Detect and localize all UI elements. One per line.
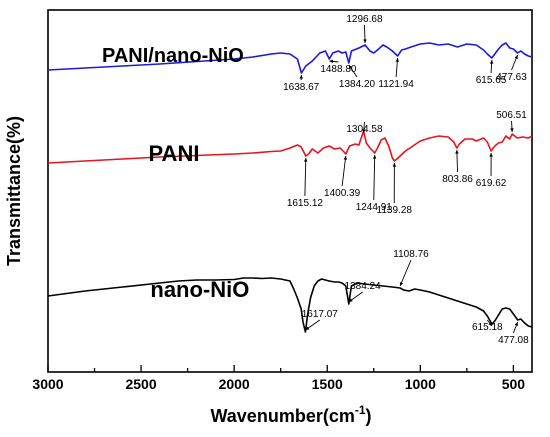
x-tick-label: 2500 <box>125 376 156 392</box>
annotation-arrowhead <box>299 75 303 79</box>
peak-label: 1617.07 <box>302 309 339 320</box>
x-tick-label: 500 <box>502 376 526 392</box>
x-tick-label: 1500 <box>312 376 343 392</box>
annotation-arrowhead <box>329 59 334 64</box>
peak-label: 1121.94 <box>378 79 414 90</box>
annotation-arrowhead <box>455 150 459 154</box>
annotation-arrowhead <box>510 128 514 132</box>
annotation-arrowhead <box>348 65 353 69</box>
peak-label: 619.62 <box>476 178 507 189</box>
annotation-arrowhead <box>399 282 404 286</box>
spectrum-line-pani <box>47 130 533 164</box>
series-label: PANI/nano-NiO <box>102 45 244 67</box>
series-label: nano-NiO <box>150 277 249 302</box>
annotation-arrowhead <box>363 39 367 43</box>
annotation-arrowhead <box>392 163 397 167</box>
peak-label: 1638.67 <box>283 82 320 93</box>
annotation-arrowhead <box>348 298 353 302</box>
peak-label: 1400.39 <box>324 188 361 199</box>
annotation-arrowhead <box>362 129 366 133</box>
peak-label: 1139.28 <box>377 205 413 216</box>
x-tick-label: 2000 <box>219 376 250 392</box>
peak-label: 1296.68 <box>346 14 383 25</box>
peak-label: 803.86 <box>442 174 473 185</box>
annotation-arrowhead <box>305 326 310 330</box>
peak-label: 615.65 <box>476 75 507 86</box>
peak-label: 1384.24 <box>345 281 382 292</box>
x-tick-label: 1000 <box>405 376 436 392</box>
spectrum-line-nano-nio <box>47 277 533 333</box>
plot-frame <box>47 9 533 373</box>
annotation-arrowhead <box>514 322 518 326</box>
annotation-arrow <box>304 157 307 197</box>
annotation-arrowhead <box>343 156 348 160</box>
x-axis-label: Wavenumber(cm-1) <box>210 403 371 426</box>
series-label: PANI <box>149 141 200 166</box>
x-axis-ticks: 3000 2500 2000 1500 1000 500 <box>32 365 525 392</box>
annotation-arrowhead <box>395 58 400 62</box>
peak-label: 1384.20 <box>339 79 376 90</box>
spectra-curves <box>47 42 533 333</box>
annotation-arrow <box>341 155 347 187</box>
annotation-arrowhead <box>303 158 308 162</box>
spectrum-line-pani-nano-nio <box>47 42 533 74</box>
peak-label: 477.08 <box>498 335 529 346</box>
annotation-arrowhead <box>488 322 492 326</box>
annotation-arrowhead <box>514 55 518 59</box>
annotation-arrow <box>399 259 412 287</box>
peak-label: 1304.58 <box>346 124 383 135</box>
y-axis-label: Transmittance(%) <box>4 116 24 266</box>
peak-label: 1488.80 <box>320 64 357 75</box>
annotation-arrowhead <box>372 155 377 159</box>
peak-label: 1615.12 <box>287 198 324 209</box>
series-labels: PANI/nano-NiO PANI nano-NiO <box>102 45 249 302</box>
peak-label: 1244.91 <box>356 202 393 213</box>
peak-label: 615.18 <box>472 322 503 333</box>
annotation-arrow <box>373 154 376 201</box>
annotation-arrowhead <box>489 153 493 157</box>
peak-label: 506.51 <box>496 110 527 121</box>
peak-label: 1108.76 <box>393 249 429 260</box>
annotation-arrow <box>456 149 458 173</box>
annotation-arrowhead <box>489 60 494 64</box>
x-tick-label: 3000 <box>32 376 63 392</box>
peak-label: 477.63 <box>496 72 527 83</box>
